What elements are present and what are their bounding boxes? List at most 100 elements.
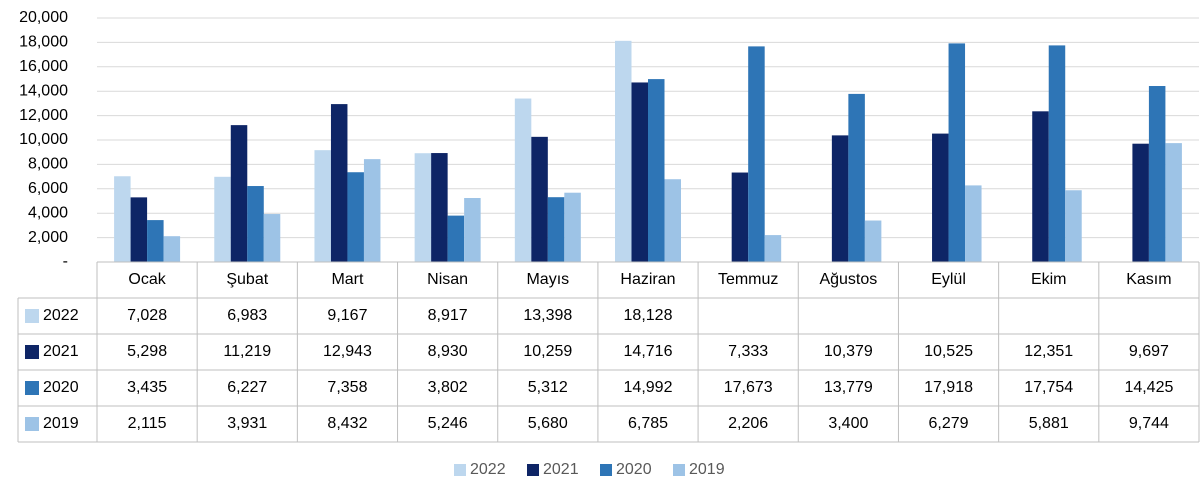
table-value: 12,351 — [1024, 343, 1073, 360]
table-value: 5,246 — [428, 415, 468, 432]
table-value: 8,930 — [428, 343, 468, 360]
table-value: 12,943 — [323, 343, 372, 360]
y-tick-label: 20,000 — [19, 9, 68, 26]
bar — [163, 236, 181, 262]
table-value: 9,697 — [1129, 343, 1169, 360]
table-value: 9,167 — [327, 307, 367, 324]
table-value: 6,983 — [227, 307, 267, 324]
table-value: 10,379 — [824, 343, 873, 360]
bar — [547, 197, 565, 262]
bar — [764, 235, 782, 262]
bar — [631, 82, 648, 262]
bar — [247, 186, 264, 262]
x-tick-label: Şubat — [226, 271, 268, 288]
y-tick-label: 6,000 — [28, 180, 68, 197]
table-value: 7,333 — [728, 343, 768, 360]
table-value: 18,128 — [624, 307, 673, 324]
bar — [748, 46, 765, 262]
x-tick-label: Mayıs — [526, 271, 569, 288]
table-value: 10,525 — [924, 343, 973, 360]
y-tick-label: 14,000 — [19, 82, 68, 99]
table-value: 3,400 — [828, 415, 868, 432]
bar — [831, 135, 849, 262]
bar — [648, 79, 665, 263]
legend-key — [25, 345, 39, 359]
table-value: 2,115 — [128, 415, 167, 432]
table-value: 6,785 — [628, 415, 668, 432]
row-label: 2021 — [43, 343, 79, 360]
legend-swatch — [673, 464, 685, 476]
y-tick-label: 4,000 — [28, 204, 68, 221]
legend-key — [25, 381, 39, 395]
bar — [464, 197, 481, 262]
legend-label: 2022 — [470, 461, 506, 478]
bar — [130, 197, 148, 262]
table-value: 5,680 — [528, 415, 568, 432]
table-value: 8,917 — [428, 307, 468, 324]
table-value: 14,716 — [624, 343, 673, 360]
row-label: 2020 — [43, 379, 79, 396]
bar — [948, 43, 966, 263]
table-value: 14,992 — [624, 379, 673, 396]
bar — [564, 192, 581, 262]
x-tick-label: Ağustos — [819, 271, 877, 288]
x-tick-label: Nisan — [427, 271, 468, 288]
legend-swatch — [454, 464, 466, 476]
bar — [514, 98, 532, 262]
table-value: 17,673 — [724, 379, 773, 396]
bar — [848, 93, 865, 262]
table-value: 5,312 — [528, 379, 568, 396]
bar — [230, 125, 248, 262]
bar — [214, 176, 231, 262]
y-tick-label: 2,000 — [28, 229, 68, 246]
bar — [1132, 143, 1149, 262]
table-value: 10,259 — [523, 343, 572, 360]
legend-key — [25, 309, 39, 323]
bar — [414, 153, 432, 262]
x-tick-label: Haziran — [620, 271, 675, 288]
legend-label: 2021 — [543, 461, 579, 478]
bar — [965, 185, 982, 262]
legend-swatch — [527, 464, 539, 476]
bar — [1048, 45, 1066, 262]
y-tick-label: 12,000 — [19, 107, 68, 124]
bar — [447, 215, 465, 262]
table-value: 11,219 — [223, 343, 271, 360]
table-value: 2,206 — [728, 415, 768, 432]
bar — [431, 153, 448, 262]
bar — [664, 179, 681, 262]
x-tick-label: Temmuz — [718, 271, 778, 288]
y-tick-label: 8,000 — [28, 156, 68, 173]
table-value: 7,358 — [327, 379, 367, 396]
table-value: 7,028 — [127, 307, 167, 324]
table-value: 14,425 — [1124, 379, 1173, 396]
legend-label: 2020 — [616, 461, 652, 478]
table-value: 17,754 — [1024, 379, 1073, 396]
row-label: 2019 — [43, 415, 79, 432]
bar — [615, 40, 632, 262]
bar — [731, 172, 749, 262]
y-tick-label: 16,000 — [19, 58, 68, 75]
bar — [347, 172, 364, 262]
x-tick-label: Eylül — [931, 271, 966, 288]
table-value: 5,298 — [127, 343, 167, 360]
table-value: 3,931 — [227, 415, 267, 432]
x-tick-label: Kasım — [1126, 271, 1171, 288]
bar — [314, 150, 331, 262]
table-value: 6,227 — [227, 379, 267, 396]
table-value: 3,802 — [428, 379, 468, 396]
table-value: 6,279 — [929, 415, 969, 432]
bar — [864, 220, 882, 262]
table-value: 5,881 — [1029, 415, 1069, 432]
table-value: 17,918 — [924, 379, 973, 396]
table-value: 8,432 — [327, 415, 367, 432]
bar — [263, 214, 281, 262]
table-value: 13,398 — [523, 307, 572, 324]
bar — [1032, 111, 1049, 262]
y-tick-label: - — [63, 253, 68, 270]
y-tick-label: 18,000 — [19, 34, 68, 51]
bar — [1065, 190, 1082, 262]
table-value: 3,435 — [127, 379, 167, 396]
bar — [114, 176, 131, 262]
